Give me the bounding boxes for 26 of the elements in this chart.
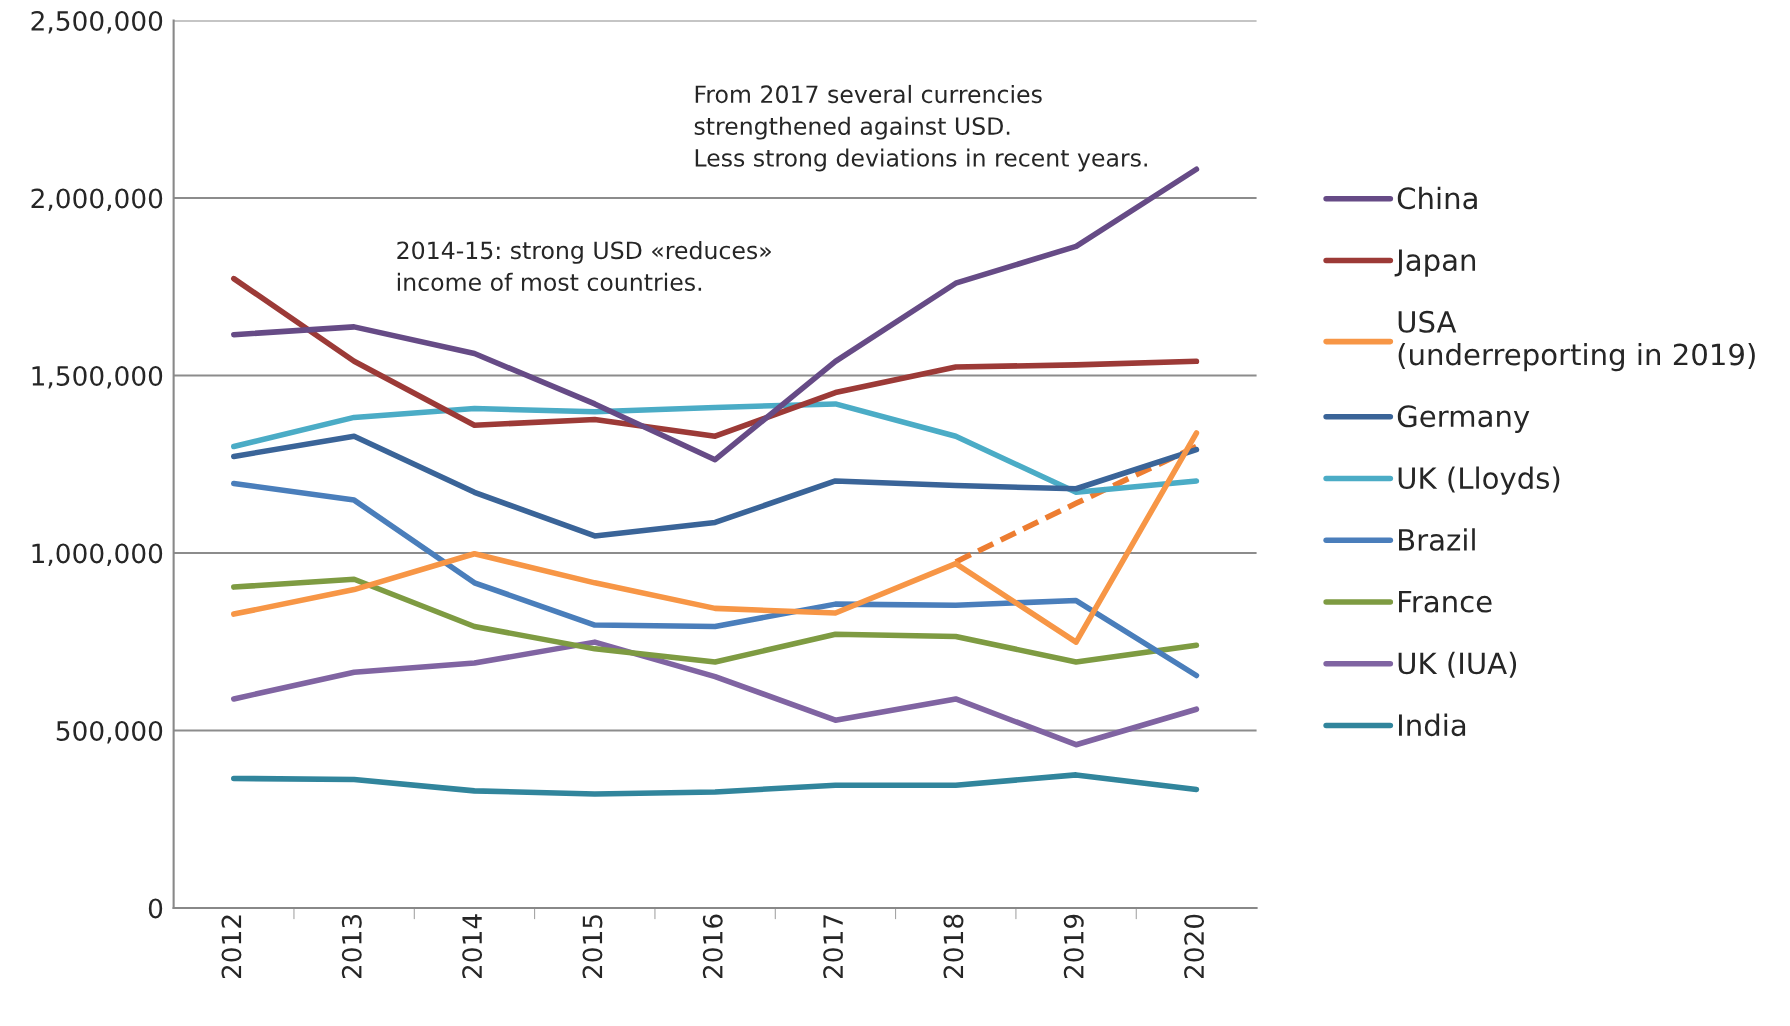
legend-label: Brazil [1399,528,1475,551]
y-tick-label: 500,000 [56,720,163,744]
legend-label: India [1399,713,1466,737]
y-tick-label: 0 [148,898,163,919]
x-tick-label: 2020 [1184,914,1205,979]
legend-label: France [1399,590,1492,613]
x-tick-label: 2019 [1063,914,1084,979]
legend-label: Germany [1397,405,1530,433]
x-tick-label: 2016 [702,914,723,979]
x-tick-label: 2014 [462,914,483,979]
legend-label: UK (Lloyds) [1398,466,1560,495]
x-tick-label: 2017 [823,915,844,979]
annotation: 2014-15: strong USD «reduces» income of most countries. [397,240,771,292]
legend-label: Japan [1394,249,1476,277]
legend-label: USA (underreporting in 2019) [1398,310,1755,372]
x-tick-label: 2013 [341,914,362,979]
y-tick-label: 2,500,000 [31,10,163,34]
x-tick-label: 2015 [582,915,603,979]
legend-label: UK (IUA) [1398,651,1517,678]
y-tick-label: 2,000,000 [31,188,163,212]
y-tick-label: 1,500,000 [32,365,163,389]
y-tick-label: 1,000,000 [32,543,163,567]
x-tick-label: 2012 [221,915,242,979]
annotation: From 2017 several currencies strengthened against USD. Less strong deviations in recent years. [694,84,1147,172]
x-tick-label: 2018 [943,914,964,979]
legend-label: China [1397,186,1477,210]
